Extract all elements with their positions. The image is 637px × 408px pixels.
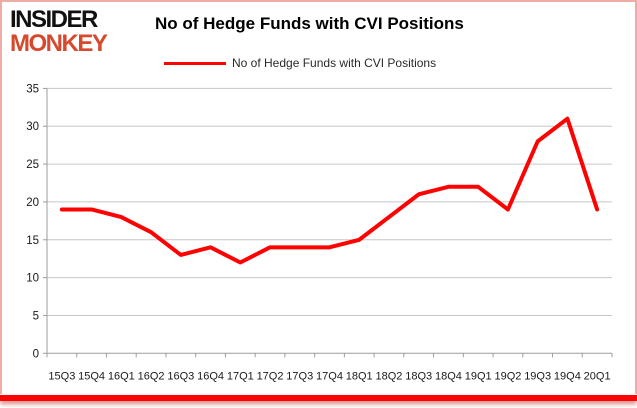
- x-tick-label: 17Q2: [257, 371, 284, 383]
- y-tick-label: 30: [26, 121, 39, 133]
- y-tick-label: 10: [26, 273, 39, 285]
- chart-legend: No of Hedge Funds with CVI Positions: [164, 56, 436, 70]
- page-title: No of Hedge Funds with CVI Positions: [155, 14, 464, 33]
- x-tick-label: 16Q2: [138, 371, 165, 383]
- y-tick-label: 5: [33, 310, 39, 322]
- logo-line-insider: INSIDER: [10, 6, 98, 33]
- y-tick-label: 0: [33, 348, 39, 360]
- x-tick-label: 19Q2: [494, 371, 521, 383]
- y-tick-label: 25: [26, 159, 39, 171]
- x-tick-label: 19Q4: [554, 371, 581, 383]
- x-tick-label: 19Q1: [465, 371, 492, 383]
- y-tick-label: 15: [26, 235, 39, 247]
- x-tick-label: 18Q1: [346, 371, 373, 383]
- x-tick-label: 19Q3: [524, 371, 551, 383]
- x-tick-label: 18Q3: [405, 371, 432, 383]
- x-tick-label: 18Q4: [435, 371, 462, 383]
- x-tick-label: 15Q3: [48, 371, 75, 383]
- x-tick-label: 20Q1: [584, 371, 611, 383]
- x-tick-label: 16Q3: [167, 371, 194, 383]
- y-tick-label: 20: [26, 197, 39, 209]
- x-tick-label: 16Q4: [197, 371, 224, 383]
- x-tick-label: 17Q1: [227, 371, 254, 383]
- legend-label: No of Hedge Funds with CVI Positions: [232, 56, 437, 70]
- x-tick-label: 18Q2: [376, 371, 403, 383]
- chart-frame: [0, 0, 637, 394]
- x-tick-label: 17Q4: [316, 371, 343, 383]
- legend-line-swatch: [164, 61, 226, 65]
- logo-line-monkey: MONKEY: [10, 29, 108, 57]
- x-tick-label: 17Q3: [286, 371, 313, 383]
- x-tick-label: 16Q1: [108, 371, 135, 383]
- series-line: [59, 116, 600, 265]
- bottom-red-bar: [0, 395, 637, 401]
- insider-monkey-logo: INSIDER MONKEY: [10, 6, 108, 57]
- x-tick-label: 15Q4: [78, 371, 105, 383]
- y-tick-label: 35: [26, 83, 39, 95]
